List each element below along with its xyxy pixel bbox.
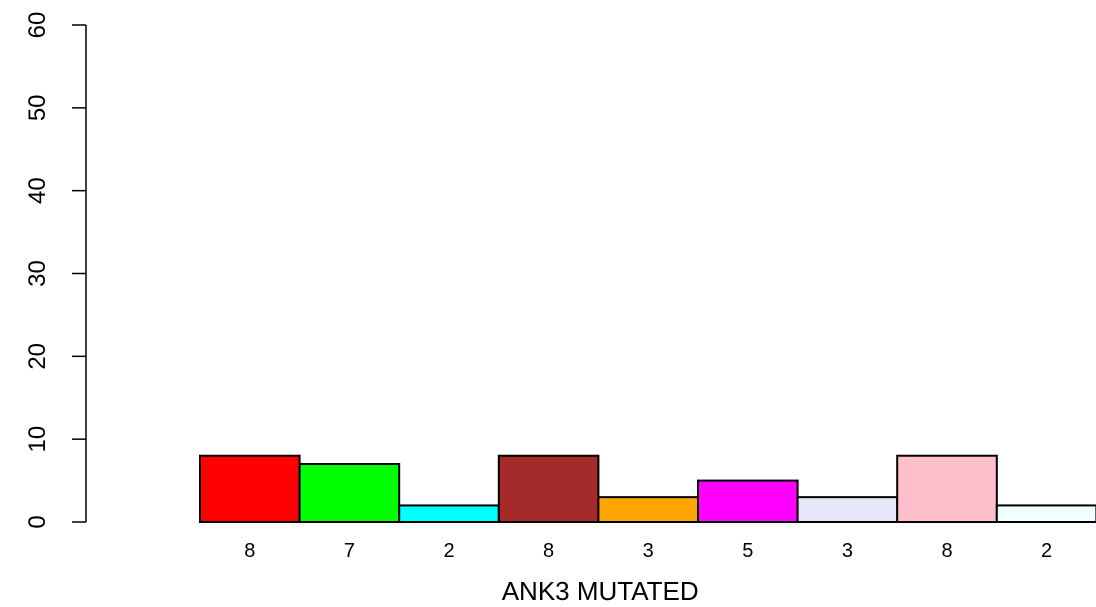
bar-value-label: 3: [842, 540, 853, 562]
y-tick-label: 50: [24, 94, 51, 121]
bar: [697, 479, 799, 524]
bar-value-label: 5: [742, 540, 753, 562]
bar-labels: 8 7 2 8 3 5 3 8 2: [244, 540, 1052, 562]
bar-value-label: 8: [941, 540, 952, 562]
bar-value-label: 8: [244, 540, 255, 562]
bars: [199, 454, 1096, 524]
bar: [298, 463, 401, 523]
bar: [896, 454, 998, 524]
bar-value-label: 3: [643, 540, 654, 562]
y-tick-label: 30: [24, 260, 51, 287]
bar-value-label: 2: [1041, 540, 1052, 562]
bar-value-label: 2: [443, 540, 454, 562]
y-axis: 0 10 20 30 40 50 60: [24, 12, 87, 529]
y-tick-label: 20: [24, 343, 51, 370]
x-axis-title: ANK3 MUTATED: [502, 576, 699, 606]
y-tick-label: 0: [24, 515, 51, 528]
y-tick-label: 40: [24, 177, 51, 204]
bar: [497, 454, 600, 524]
bar-value-label: 8: [543, 540, 554, 562]
bar-value-label: 7: [344, 540, 355, 562]
bar: [398, 504, 500, 523]
bar: [995, 504, 1096, 523]
bar: [199, 454, 301, 524]
bar: [597, 496, 700, 523]
bar: [796, 496, 899, 523]
y-tick-label: 60: [24, 12, 51, 39]
y-tick-label: 10: [24, 426, 51, 453]
